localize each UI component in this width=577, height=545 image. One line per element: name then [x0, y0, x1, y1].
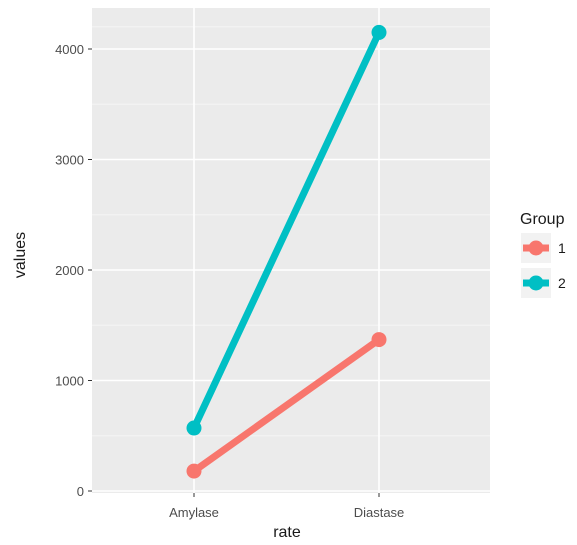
y-tick-label: 0 [77, 484, 84, 499]
series-line-1 [191, 336, 382, 474]
x-axis-ticks: Amylase Diastase [169, 493, 404, 520]
series-layer [186, 24, 387, 479]
x-tick-label: Amylase [169, 505, 219, 520]
legend: Group 12 [520, 211, 566, 298]
data-point [186, 463, 202, 479]
y-tick-label: 1000 [55, 374, 84, 389]
x-axis-title: rate [273, 524, 301, 541]
series-line-2 [190, 30, 383, 430]
data-point [186, 420, 202, 436]
data-point [371, 332, 387, 348]
panel-background [92, 8, 490, 493]
legend-key-point [528, 240, 544, 256]
y-tick-label: 2000 [55, 263, 84, 278]
y-axis-title: values [12, 232, 29, 278]
legend-title: Group [520, 211, 565, 228]
data-point [371, 24, 387, 40]
legend-label: 2 [558, 275, 566, 291]
legend-items: 12 [521, 233, 566, 298]
legend-key-point [528, 275, 544, 291]
y-tick-label: 4000 [55, 42, 84, 57]
x-tick-label: Diastase [354, 505, 405, 520]
major-gridlines [92, 8, 490, 493]
y-tick-label: 3000 [55, 153, 84, 168]
legend-label: 1 [558, 240, 566, 256]
y-axis-ticks: 0 1000 2000 3000 4000 [55, 42, 92, 499]
